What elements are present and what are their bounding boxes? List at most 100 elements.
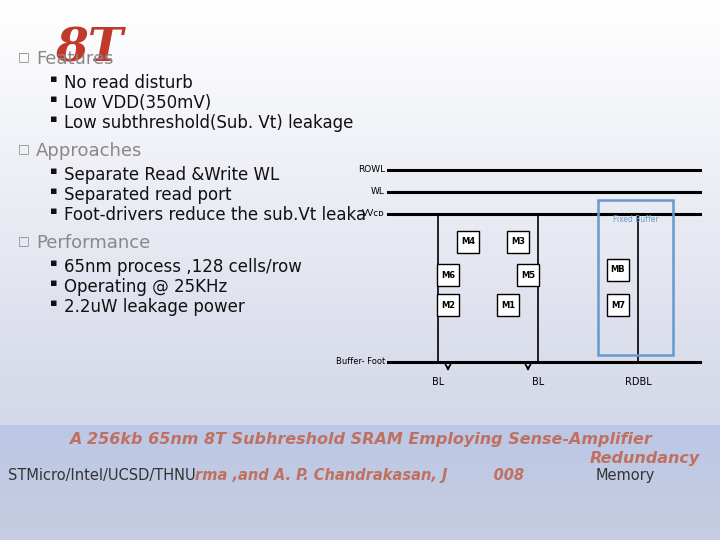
Bar <box>0 259 720 262</box>
Bar <box>0 113 720 116</box>
Bar <box>0 338 720 340</box>
Bar <box>0 445 720 448</box>
Bar <box>0 436 720 440</box>
Bar <box>0 235 720 238</box>
Bar <box>0 471 720 474</box>
Bar <box>0 511 720 514</box>
Bar <box>0 432 720 435</box>
Bar <box>0 89 720 92</box>
Bar <box>0 491 720 494</box>
Bar <box>0 435 720 437</box>
Bar <box>0 531 720 534</box>
Text: rma ,and A. P. Chandrakasan, J         008: rma ,and A. P. Chandrakasan, J 008 <box>195 468 524 483</box>
Text: Separate Read &Write WL: Separate Read &Write WL <box>64 166 279 184</box>
Bar <box>0 386 720 389</box>
Bar <box>0 62 720 65</box>
Bar <box>0 454 720 456</box>
Bar <box>0 529 720 531</box>
Bar <box>0 254 720 256</box>
Bar <box>0 286 720 289</box>
Bar <box>0 200 720 202</box>
Bar <box>0 434 720 436</box>
Text: STMicro/Intel/UCSD/THNU: STMicro/Intel/UCSD/THNU <box>8 468 196 483</box>
Bar <box>0 170 720 173</box>
Bar <box>0 22 720 24</box>
Bar <box>0 86 720 89</box>
Bar <box>0 186 720 189</box>
Text: No read disturb: No read disturb <box>64 74 193 92</box>
Bar <box>0 76 720 78</box>
Text: 65nm process ,128 cells/row: 65nm process ,128 cells/row <box>64 258 302 276</box>
Text: RDBL: RDBL <box>625 377 652 387</box>
Bar <box>0 505 720 508</box>
Bar <box>0 451 720 454</box>
Bar <box>0 431 720 434</box>
Bar <box>0 265 720 267</box>
Bar <box>0 486 720 489</box>
Bar <box>0 32 720 35</box>
Bar <box>0 111 720 113</box>
Bar <box>0 367 720 370</box>
Bar <box>0 243 720 246</box>
Bar <box>0 313 720 316</box>
Bar <box>0 397 720 400</box>
Bar <box>0 202 720 205</box>
Bar <box>0 49 720 51</box>
Bar <box>0 475 720 478</box>
Bar <box>607 259 629 281</box>
Bar <box>0 348 720 351</box>
Bar <box>0 192 720 194</box>
Bar <box>0 127 720 130</box>
Bar <box>0 213 720 216</box>
Bar <box>0 256 720 259</box>
Bar <box>0 529 720 532</box>
Bar <box>0 232 720 235</box>
Text: ▪: ▪ <box>50 166 58 176</box>
Bar <box>0 108 720 111</box>
Bar <box>0 327 720 329</box>
Bar <box>0 517 720 520</box>
Bar <box>0 35 720 38</box>
Bar <box>0 510 720 513</box>
Text: Low subthreshold(Sub. Vt) leakage: Low subthreshold(Sub. Vt) leakage <box>64 114 354 132</box>
Bar <box>0 354 720 356</box>
Bar <box>0 508 720 510</box>
Text: ▪: ▪ <box>50 74 58 84</box>
Bar <box>0 467 720 470</box>
Bar <box>0 402 720 405</box>
Bar <box>0 535 720 537</box>
Bar <box>0 497 720 500</box>
Bar <box>0 181 720 184</box>
Bar <box>0 465 720 468</box>
Bar <box>0 491 720 494</box>
Bar <box>0 378 720 381</box>
Bar <box>0 176 720 178</box>
Bar <box>0 362 720 364</box>
Text: A 256kb 65nm 8T Subhreshold SRAM Employing Sense-Amplifier: A 256kb 65nm 8T Subhreshold SRAM Employi… <box>68 432 652 447</box>
Text: Approaches: Approaches <box>36 142 143 160</box>
Bar <box>0 413 720 416</box>
Bar <box>0 51 720 54</box>
Bar <box>0 537 720 540</box>
Bar <box>0 494 720 497</box>
Text: ▪: ▪ <box>50 258 58 268</box>
Bar <box>0 410 720 413</box>
Bar <box>0 448 720 451</box>
Bar <box>0 428 720 431</box>
Bar <box>0 421 720 424</box>
Bar <box>0 132 720 135</box>
Bar <box>0 502 720 505</box>
Bar <box>0 497 720 500</box>
Bar <box>0 442 720 445</box>
Bar <box>0 103 720 105</box>
Bar <box>0 485 720 488</box>
Bar <box>0 520 720 523</box>
Bar <box>0 405 720 408</box>
Bar <box>0 459 720 462</box>
Bar <box>0 92 720 94</box>
Bar <box>0 316 720 319</box>
Bar <box>0 394 720 397</box>
Bar <box>0 14 720 16</box>
Bar <box>0 324 720 327</box>
Bar <box>0 5 720 8</box>
